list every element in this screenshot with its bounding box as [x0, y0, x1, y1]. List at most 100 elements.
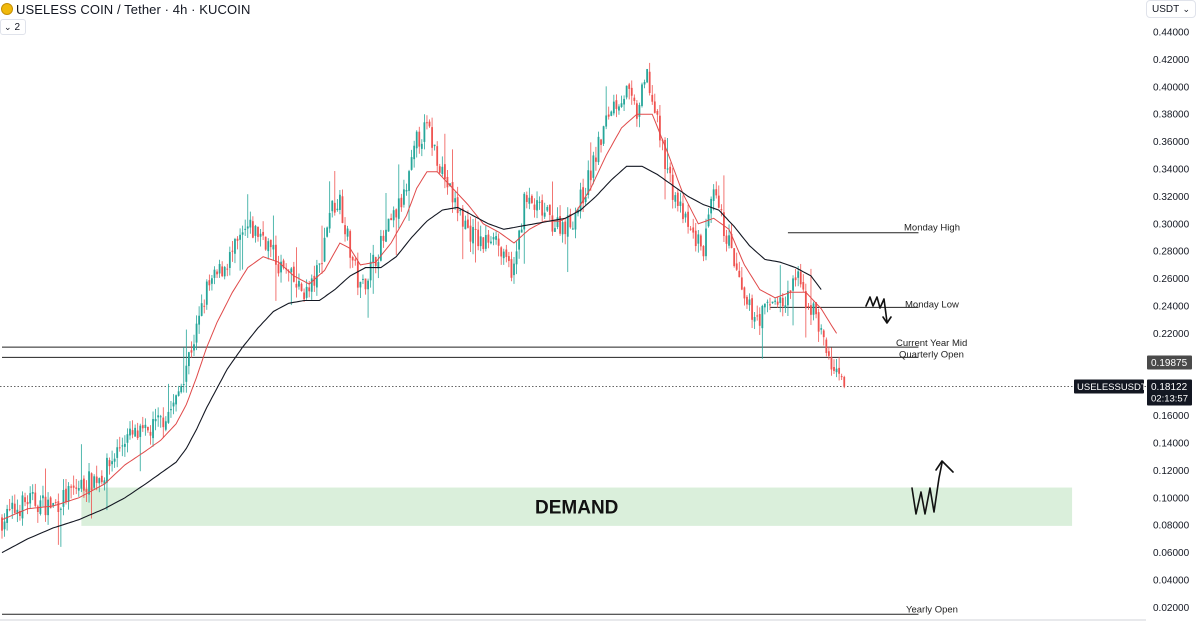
candle-body — [630, 87, 633, 96]
candle-body — [354, 259, 357, 261]
candle-body — [387, 218, 390, 232]
candle-body — [469, 225, 472, 242]
candle-body — [359, 281, 362, 288]
level-price-tag-value: 0.19875 — [1151, 358, 1188, 369]
candle-body — [6, 508, 9, 523]
candle-body — [702, 246, 705, 257]
candle-body — [234, 238, 236, 254]
candle-body — [216, 271, 218, 275]
candle-body — [612, 101, 615, 114]
candle — [546, 205, 549, 212]
candle — [159, 414, 162, 428]
candle — [180, 383, 183, 394]
candle — [692, 218, 695, 239]
candle-body — [513, 263, 515, 276]
candle — [687, 204, 689, 234]
candle — [144, 418, 147, 436]
bar-countdown: 02:13:57 — [1151, 394, 1188, 405]
candle-body — [431, 127, 433, 148]
demand-zone — [81, 487, 1073, 526]
candle-body — [459, 209, 462, 212]
candle — [497, 233, 500, 257]
candle-body — [843, 376, 846, 387]
candle-body — [827, 351, 830, 356]
candle-body — [356, 261, 359, 288]
candle-body — [807, 305, 810, 307]
candle — [318, 263, 321, 273]
candle — [643, 79, 646, 89]
candle-body — [1, 517, 3, 531]
candle-body — [328, 212, 331, 229]
candle — [738, 261, 741, 278]
candle-body — [666, 168, 669, 170]
candle-body — [510, 259, 513, 278]
quarterly-open-label: Quarterly Open — [899, 349, 964, 360]
candle-body — [19, 511, 21, 516]
candle — [684, 211, 687, 223]
candle — [564, 219, 567, 245]
price-tick-label: 0.36000 — [1153, 137, 1190, 148]
candle — [538, 196, 541, 210]
candle-body — [321, 263, 323, 265]
candle-body — [810, 305, 812, 315]
candle — [669, 162, 672, 183]
candle — [712, 184, 715, 211]
indicators-toggle-button[interactable]: ⌄ 2 — [0, 19, 27, 35]
candle — [651, 85, 654, 105]
candle — [85, 480, 88, 503]
candle — [794, 268, 797, 287]
candle — [812, 301, 815, 321]
candle-body — [62, 489, 65, 507]
candle — [251, 216, 254, 239]
candle-body — [313, 275, 316, 286]
candle — [177, 385, 180, 397]
candle — [264, 236, 267, 251]
candle-body — [533, 204, 536, 210]
candle — [193, 334, 195, 356]
candle — [141, 416, 144, 432]
candle-body — [315, 265, 318, 288]
currency-select[interactable]: USDT ⌄ — [1146, 0, 1196, 18]
candle — [420, 139, 423, 157]
candles-layer — [1, 62, 846, 547]
candle-body — [464, 220, 467, 230]
candle-body — [211, 278, 213, 284]
candle — [646, 68, 649, 84]
price-tick-label: 0.40000 — [1153, 82, 1190, 93]
candle — [569, 208, 572, 229]
candle — [328, 181, 331, 233]
candle-body — [676, 192, 679, 206]
candle-body — [113, 458, 116, 462]
candle — [157, 407, 160, 427]
candle-body — [804, 291, 807, 309]
candle — [118, 436, 121, 452]
candle-body — [566, 215, 569, 237]
candle — [359, 281, 362, 298]
ema-fast-line — [1, 113, 838, 521]
candle — [779, 265, 782, 313]
candle — [390, 213, 393, 221]
candle-body — [479, 236, 482, 247]
candle-body — [106, 457, 108, 483]
candle-body — [141, 425, 144, 429]
candle — [418, 126, 421, 154]
candle — [395, 208, 398, 255]
candle-body — [659, 115, 661, 141]
candle — [438, 163, 441, 174]
candle — [42, 485, 44, 507]
candle — [623, 95, 625, 111]
candle-body — [607, 114, 610, 117]
candle-body — [298, 281, 300, 287]
candle — [715, 181, 718, 199]
candle-body — [118, 447, 121, 449]
candle-body — [277, 264, 280, 274]
candle — [620, 95, 623, 108]
candle — [93, 474, 96, 490]
candle — [341, 189, 344, 224]
candle-body — [515, 251, 518, 265]
candle — [556, 207, 559, 230]
candle — [548, 204, 551, 221]
candle-body — [787, 291, 789, 306]
